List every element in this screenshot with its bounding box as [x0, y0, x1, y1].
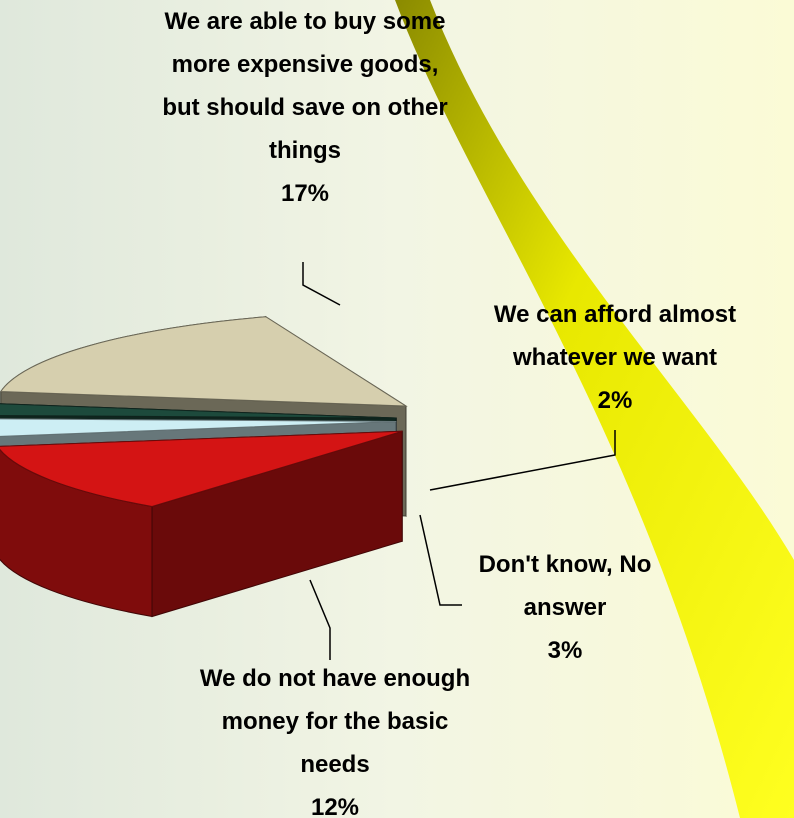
value-label: 12%	[310, 794, 360, 818]
label-1: We can afford almost whatever we want 2%	[445, 293, 785, 422]
value-label: 3%	[547, 637, 583, 664]
slice	[0, 430, 403, 508]
slice	[0, 316, 408, 407]
label-2: Don't know, No answer 3%	[455, 543, 675, 672]
leader-lines	[302, 262, 616, 660]
pie	[0, 315, 408, 618]
category-label: We do not have enough money for the basi…	[199, 665, 471, 778]
category-label: We can afford almost whatever we want	[493, 301, 737, 371]
slice	[0, 418, 397, 437]
label-0: We are able to buy some more expensive g…	[150, 0, 460, 215]
category-label: We are able to buy some more expensive g…	[162, 8, 448, 164]
slice	[0, 403, 397, 419]
value-label: 17%	[280, 180, 330, 207]
value-label: 2%	[597, 387, 633, 414]
decor-swoosh	[395, 0, 794, 818]
category-label: Don't know, No answer	[478, 551, 652, 621]
label-3: We do not have enough money for the basi…	[190, 657, 480, 818]
